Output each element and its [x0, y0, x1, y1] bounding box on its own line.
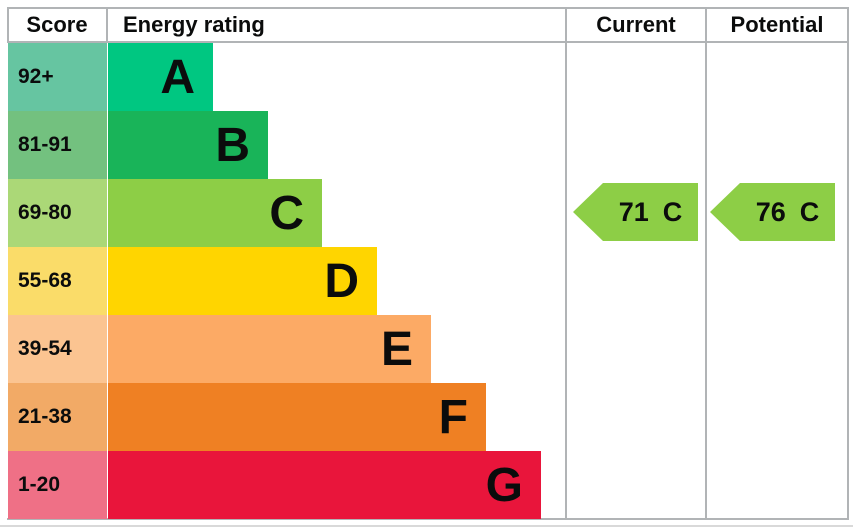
score-cell-f: 21-38 [8, 383, 107, 451]
current-column-left-border [565, 7, 567, 519]
band-rows: 92+ A 81-91 B 69-80 C 55-68 D 39-54 E 21… [8, 43, 849, 519]
header-top-border [7, 7, 849, 9]
score-cell-e: 39-54 [8, 315, 107, 383]
potential-rating-band: C [799, 196, 820, 227]
band-bar-f: F [108, 383, 486, 451]
score-cell-b: 81-91 [8, 111, 107, 179]
score-cell-a: 92+ [8, 43, 107, 111]
band-bar-d: D [108, 247, 377, 315]
score-cell-g: 1-20 [8, 451, 107, 519]
current-column-header: Current [596, 11, 676, 37]
band-row-d: 55-68 D [8, 247, 849, 315]
potential-column-header: Potential [730, 11, 824, 37]
band-bar-e: E [108, 315, 431, 383]
bottom-shadow-line [0, 525, 853, 527]
current-rating-band: C [662, 196, 683, 227]
band-bar-c: C [108, 179, 322, 247]
band-row-a: 92+ A [8, 43, 849, 111]
header-left-border [7, 7, 9, 42]
current-arrow-body: 71 C [603, 183, 698, 241]
band-bar-g: G [108, 451, 541, 519]
current-rating-value: 71 [618, 196, 649, 227]
potential-column-right-border [847, 7, 849, 519]
current-rating-arrow: 71 C [573, 183, 698, 241]
score-column-header: Score [26, 11, 88, 37]
score-cell-d: 55-68 [8, 247, 107, 315]
band-row-g: 1-20 G [8, 451, 849, 519]
band-row-c: 69-80 C [8, 179, 849, 247]
band-bar-a: A [108, 43, 213, 111]
band-row-e: 39-54 E [8, 315, 849, 383]
table-bottom-border [7, 518, 849, 520]
potential-arrow-body: 76 C [740, 183, 835, 241]
header-bottom-border [7, 41, 849, 43]
current-arrow-tip-icon [573, 183, 603, 241]
score-cell-c: 69-80 [8, 179, 107, 247]
score-column-divider [106, 7, 108, 42]
current-potential-divider [705, 7, 707, 519]
band-row-b: 81-91 B [8, 111, 849, 179]
band-row-f: 21-38 F [8, 383, 849, 451]
energy-rating-column-header: Energy rating [123, 11, 265, 37]
potential-rating-value: 76 [755, 196, 786, 227]
potential-arrow-tip-icon [710, 183, 740, 241]
band-bar-b: B [108, 111, 268, 179]
potential-rating-arrow: 76 C [710, 183, 835, 241]
